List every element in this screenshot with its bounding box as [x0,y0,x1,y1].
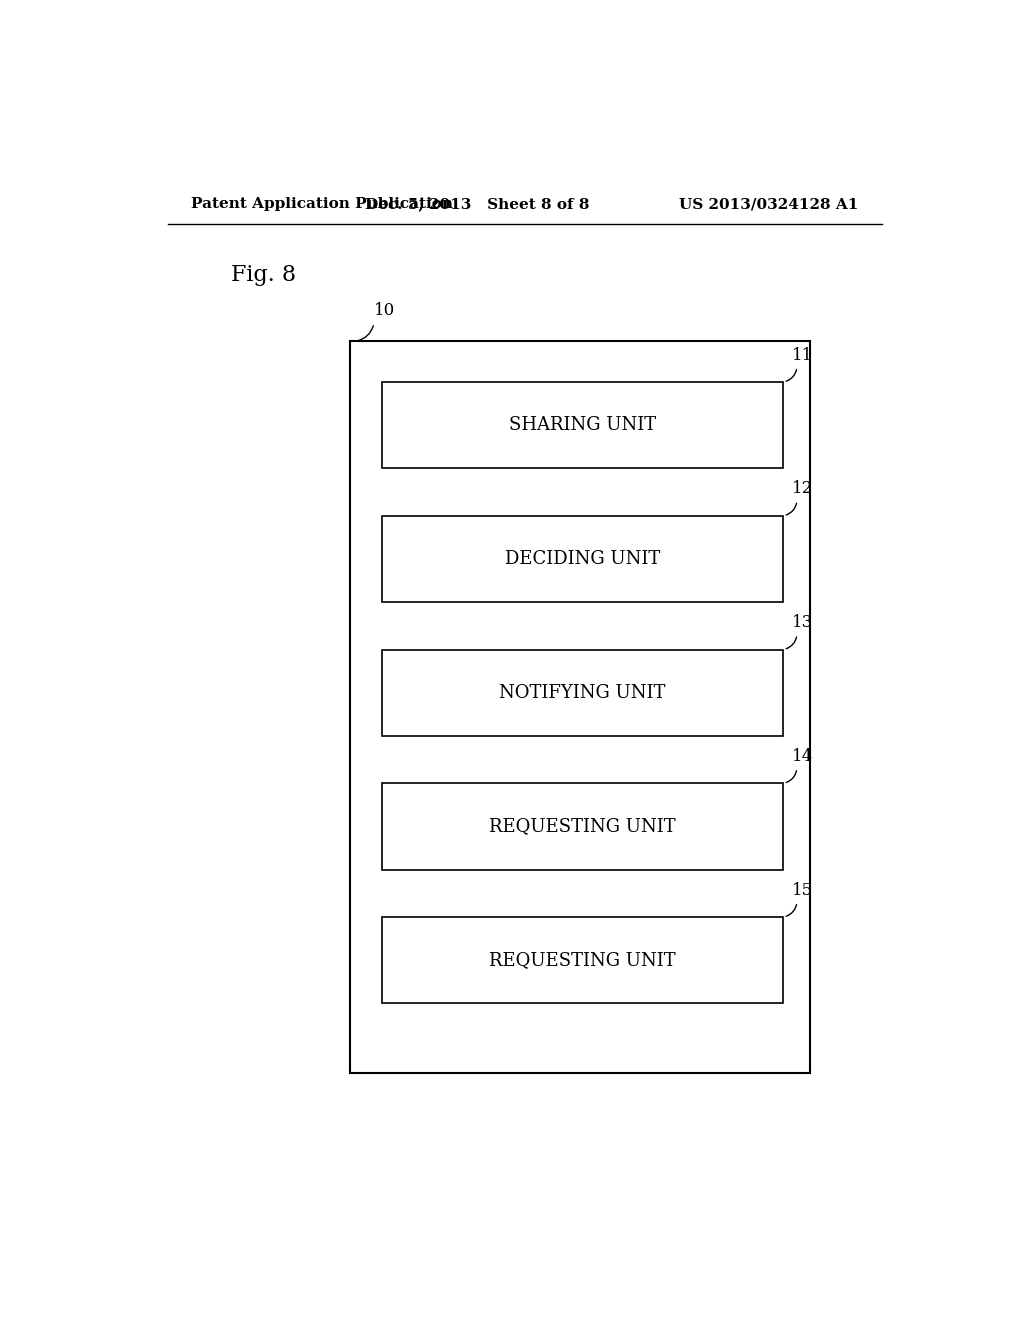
Text: NOTIFYING UNIT: NOTIFYING UNIT [499,684,666,702]
Text: 15: 15 [792,882,813,899]
Text: 11: 11 [792,347,813,364]
Text: Fig. 8: Fig. 8 [231,264,296,286]
Bar [382,649,782,737]
Text: 10: 10 [374,302,395,319]
Text: SHARING UNIT: SHARING UNIT [509,416,656,434]
Text: DECIDING UNIT: DECIDING UNIT [505,550,659,568]
Text: 14: 14 [792,748,813,766]
Text: REQUESTING UNIT: REQUESTING UNIT [489,817,676,836]
Text: REQUESTING UNIT: REQUESTING UNIT [489,952,676,969]
Bar [382,917,782,1003]
Text: 12: 12 [792,480,813,498]
Text: Patent Application Publication: Patent Application Publication [191,197,454,211]
Bar [350,342,811,1073]
Bar [382,381,782,469]
Text: US 2013/0324128 A1: US 2013/0324128 A1 [679,197,858,211]
Bar [382,516,782,602]
Bar [382,783,782,870]
Text: Dec. 5, 2013   Sheet 8 of 8: Dec. 5, 2013 Sheet 8 of 8 [365,197,590,211]
Text: 13: 13 [792,614,813,631]
